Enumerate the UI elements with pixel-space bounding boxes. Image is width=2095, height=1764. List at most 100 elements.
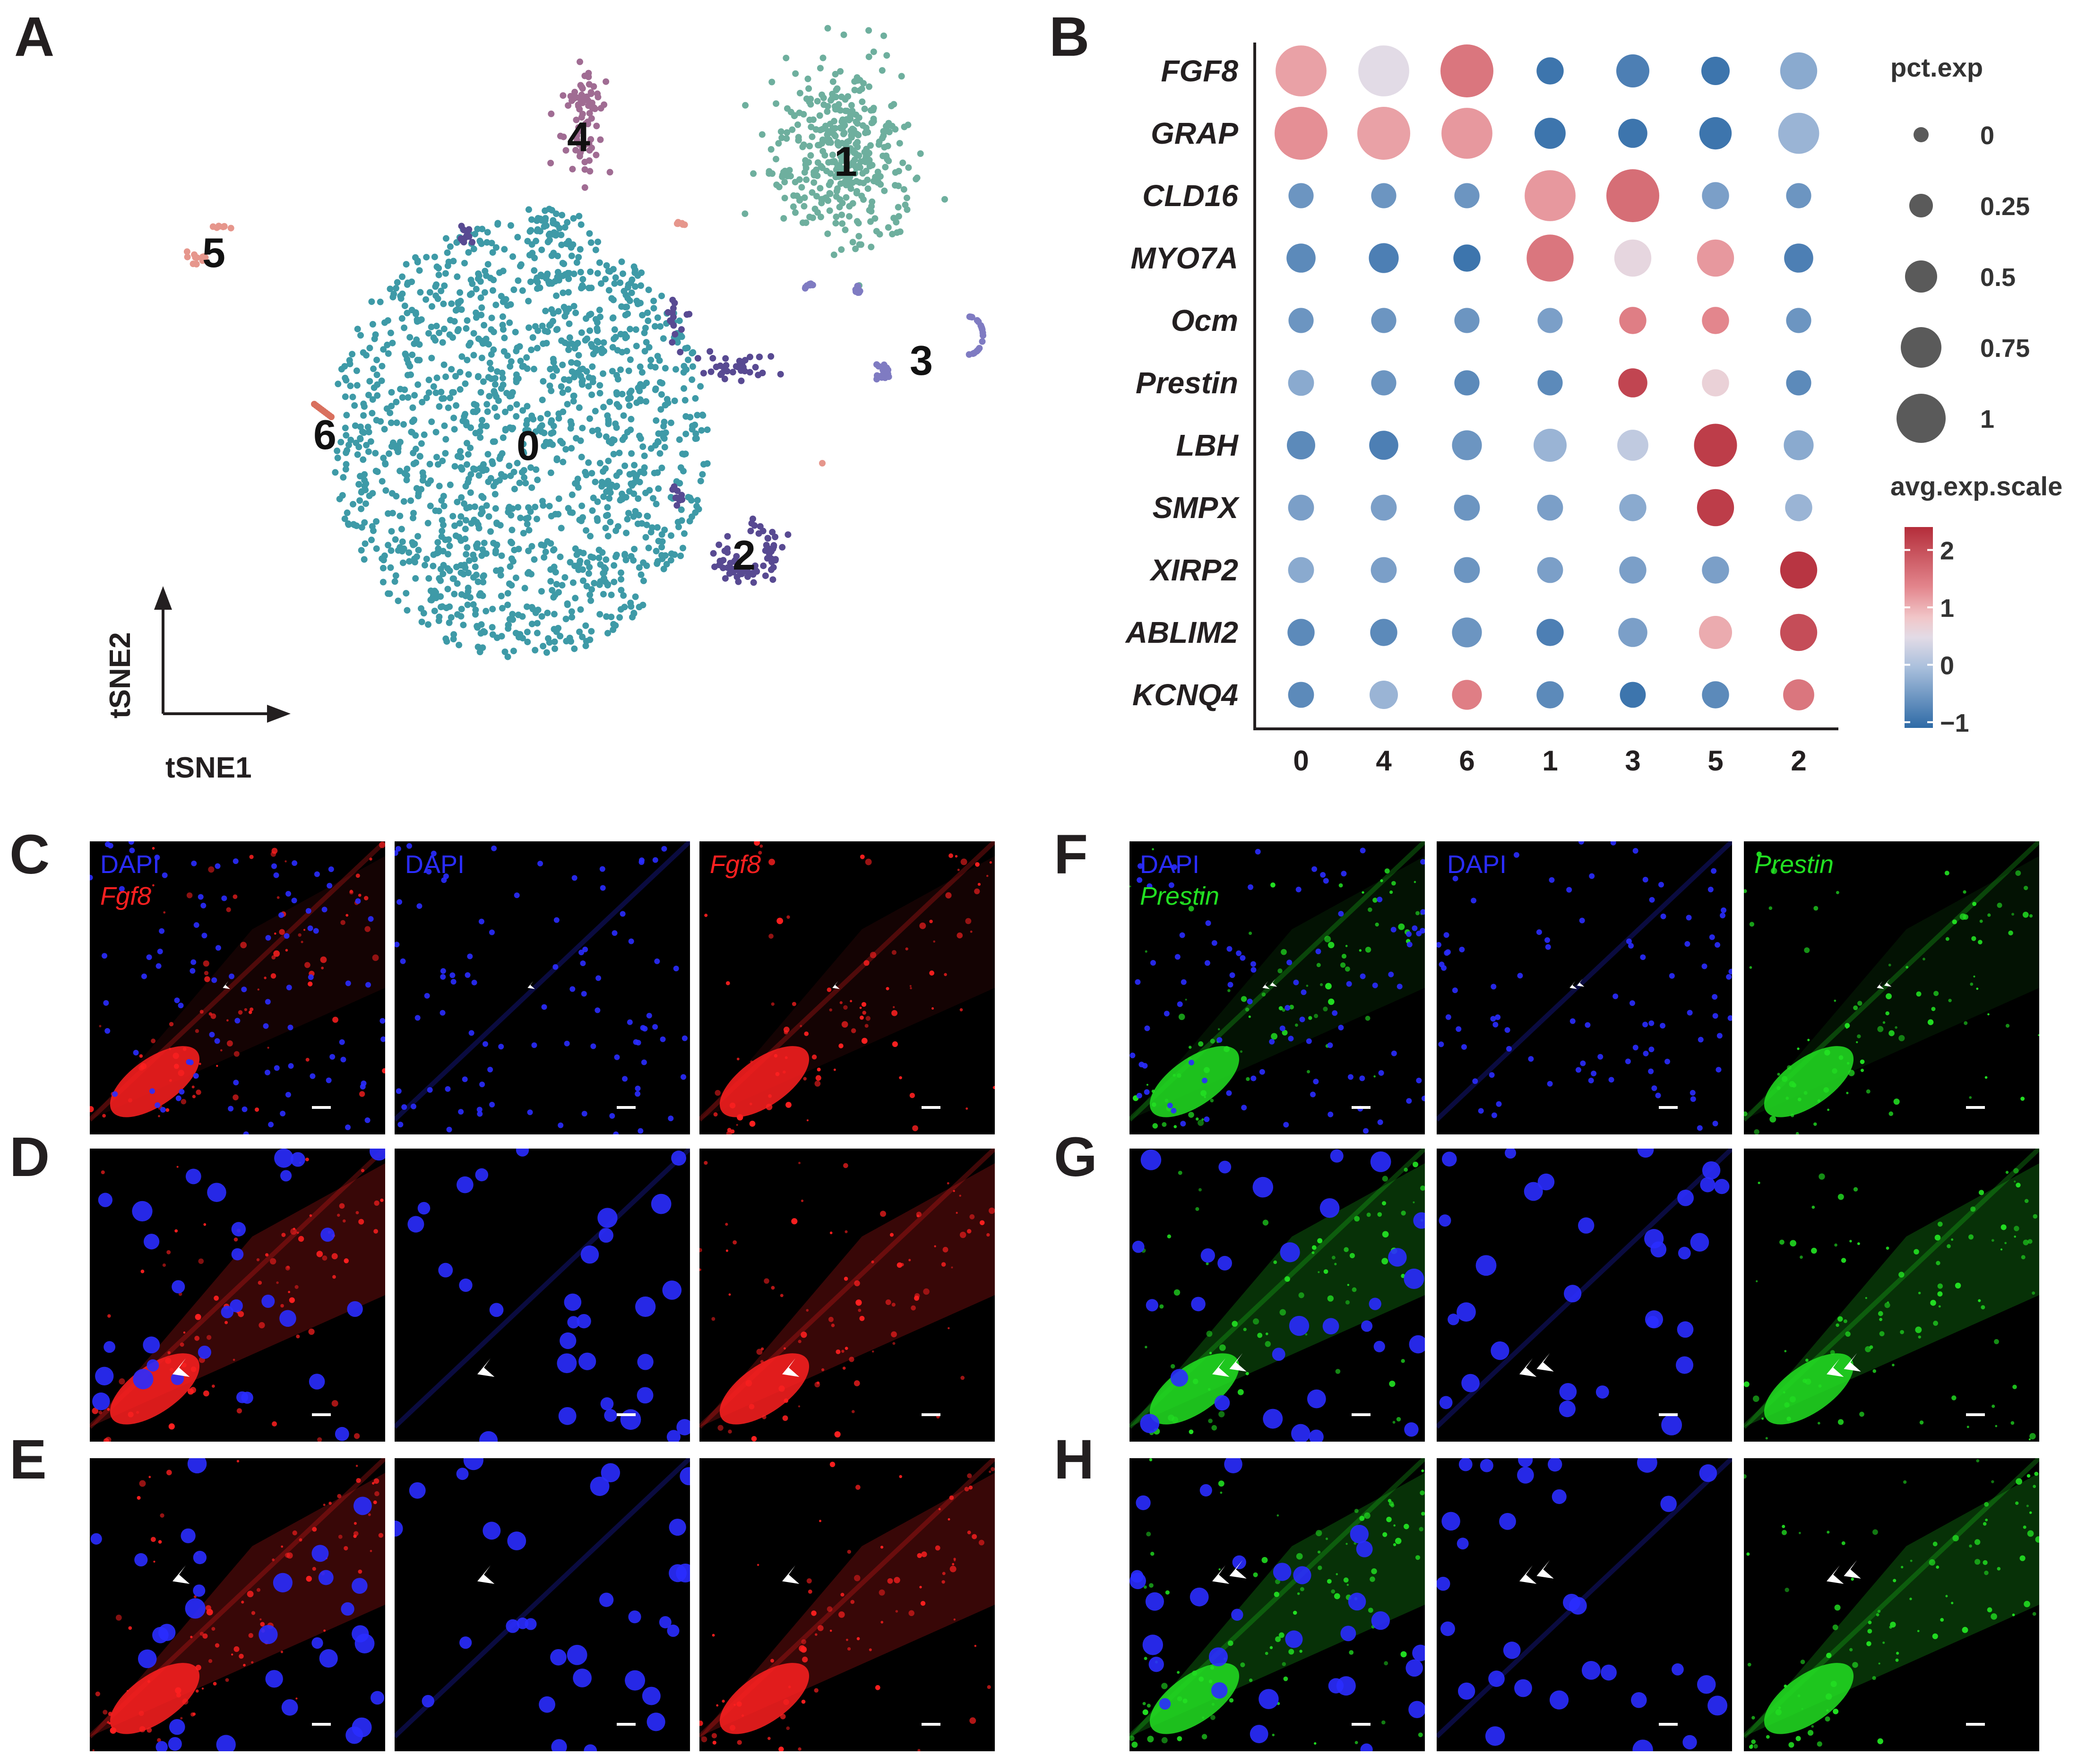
tsne-point-cluster-1	[857, 158, 864, 165]
tsne-point-cluster-0	[680, 545, 686, 552]
tsne-point-cluster-0	[440, 325, 448, 332]
tsne-point-cluster-0	[547, 365, 554, 372]
tsne-point-cluster-0	[519, 407, 526, 414]
tsne-point-cluster-0	[442, 635, 449, 642]
tsne-point-cluster-1	[895, 213, 902, 220]
tsne-point-cluster-1	[802, 157, 809, 164]
tsne-point-cluster-0	[397, 439, 404, 446]
tsne-point-cluster-0	[632, 283, 638, 290]
micrograph-fgf8	[699, 1458, 995, 1751]
tsne-point-cluster-0	[618, 258, 625, 265]
micrograph-merge-prestin	[1129, 1458, 1425, 1751]
tsne-point-cluster-1	[775, 140, 782, 147]
tsne-point-cluster-0	[334, 447, 341, 454]
tsne-point-cluster-1	[821, 195, 828, 202]
tsne-point-cluster-0	[578, 329, 585, 336]
tsne-point-cluster-1	[805, 85, 812, 92]
tsne-point-cluster-2	[724, 368, 731, 375]
tsne-point-cluster-0	[471, 503, 478, 510]
size-legend-label: 1	[1980, 405, 1994, 433]
tsne-point-cluster-0	[610, 621, 617, 628]
tsne-point-cluster-0	[627, 279, 634, 286]
tsne-point-cluster-0	[439, 339, 446, 346]
tsne-point-cluster-0	[361, 477, 368, 484]
dot-SMPX-1	[1537, 494, 1563, 521]
tsne-point-cluster-0	[450, 636, 457, 642]
tsne-point-cluster-2	[720, 564, 726, 571]
tsne-point-cluster-0	[650, 297, 657, 304]
tsne-point-cluster-0	[529, 334, 536, 341]
tsne-point-cluster-0	[568, 445, 575, 452]
tsne-point-cluster-0	[617, 366, 624, 373]
tsne-point-cluster-0	[481, 289, 488, 296]
tsne-point-cluster-4	[586, 168, 594, 175]
tsne-point-cluster-0	[542, 207, 549, 214]
color-legend-label: 1	[1940, 594, 1954, 623]
tsne-point-cluster-0	[544, 609, 551, 616]
tsne-point-cluster-1	[813, 193, 820, 200]
tsne-point-cluster-0	[385, 350, 392, 357]
size-legend-label: 0.75	[1980, 334, 2030, 363]
tsne-point-cluster-4	[597, 136, 604, 143]
tsne-point-cluster-1	[807, 152, 814, 159]
tsne-point-cluster-0	[412, 559, 418, 566]
tsne-point-cluster-0	[412, 575, 419, 582]
tsne-point-cluster-0	[430, 383, 437, 390]
tsne-point-cluster-1	[880, 32, 887, 39]
size-legend-dot	[1897, 394, 1946, 443]
tsne-point-cluster-0	[358, 547, 365, 554]
tsne-point-cluster-0	[405, 549, 413, 556]
tsne-point-cluster-2	[677, 495, 684, 502]
dot-Ocm-0	[1288, 308, 1314, 333]
tsne-point-cluster-0	[414, 381, 422, 388]
dot-CLD16-2	[1786, 183, 1811, 208]
tsne-point-cluster-2	[764, 555, 771, 562]
tsne-point-cluster-0	[382, 460, 389, 467]
tsne-point-cluster-0	[631, 269, 638, 276]
dot-MYO7A-3	[1614, 239, 1652, 277]
tsne-point-cluster-0	[607, 519, 614, 526]
channel-label: DAPI	[100, 850, 160, 879]
tsne-point-cluster-0	[336, 495, 343, 502]
tsne-point-cluster-0	[532, 503, 539, 510]
tsne-point-cluster-0	[510, 468, 517, 476]
tsne-point-cluster-0	[458, 605, 465, 613]
dot-XIRP2-3	[1619, 556, 1647, 584]
tsne-point-cluster-2	[762, 572, 769, 579]
tsne-point-cluster-0	[403, 476, 410, 484]
tsne-point-cluster-0	[584, 559, 591, 566]
tsne-point-cluster-0	[470, 245, 477, 252]
tsne-point-cluster-0	[686, 494, 693, 502]
tsne-point-cluster-1	[883, 52, 890, 59]
tsne-point-cluster-0	[546, 502, 553, 510]
cluster-label-1: 1	[834, 138, 857, 185]
tsne-point-cluster-1	[836, 162, 843, 169]
tsne-point-cluster-0	[489, 605, 496, 613]
tsne-point-cluster-0	[509, 527, 516, 534]
tsne-point-cluster-0	[407, 497, 414, 504]
micrograph-merge-fgf8	[90, 1149, 385, 1442]
scale-bar	[617, 1723, 636, 1726]
tsne-point-cluster-2	[763, 542, 770, 549]
cluster-tick-label: 1	[1542, 745, 1558, 777]
tsne-point-cluster-4	[601, 101, 608, 108]
tsne-point-cluster-0	[543, 275, 550, 282]
tsne-point-cluster-0	[553, 292, 560, 299]
tsne-point-cluster-1	[877, 173, 884, 180]
tsne-point-cluster-0	[475, 472, 483, 479]
tsne-point-cluster-0	[548, 252, 555, 259]
tsne-point-cluster-2	[750, 579, 757, 586]
tsne-point-cluster-4	[603, 78, 610, 85]
tsne-point-cluster-0	[578, 221, 585, 228]
tsne-point-cluster-1	[786, 167, 793, 174]
tsne-point-cluster-0	[505, 622, 512, 629]
dot-LBH-1	[1534, 429, 1567, 462]
tsne-point-cluster-2	[713, 363, 720, 371]
tsne-point-cluster-0	[635, 495, 642, 502]
tsne-point-cluster-1	[854, 120, 861, 127]
tsne-point-cluster-0	[629, 614, 636, 621]
tsne-point-cluster-2	[710, 550, 717, 557]
tsne-point-cluster-0	[537, 424, 544, 431]
tsne-point-cluster-0	[530, 365, 537, 372]
tsne-point-cluster-1	[819, 91, 825, 98]
